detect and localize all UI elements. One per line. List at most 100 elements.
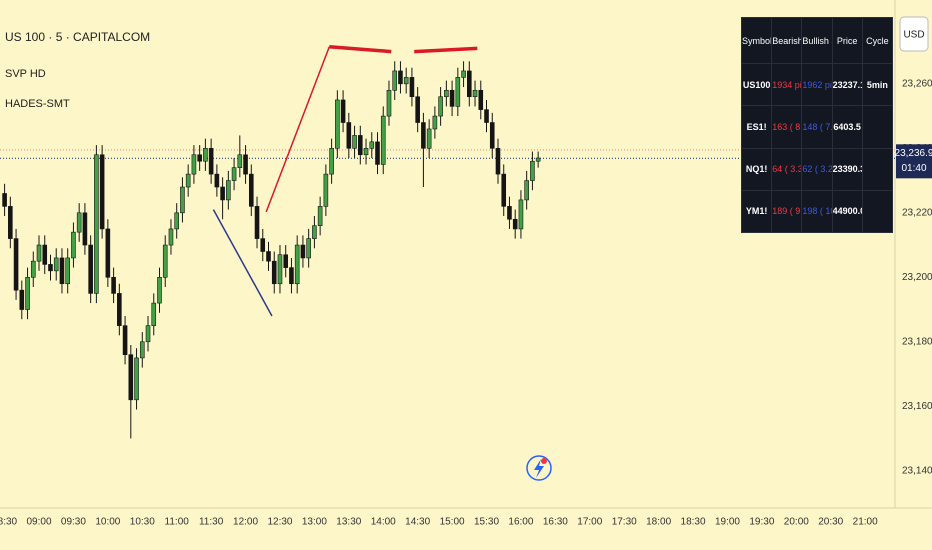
last-price-label: 23,236.9 bbox=[895, 148, 932, 159]
candle-body bbox=[467, 70, 472, 98]
candle-body bbox=[2, 193, 7, 207]
candle-body bbox=[25, 276, 30, 310]
candle-body bbox=[226, 180, 231, 201]
header-cell: Bullish SMT bbox=[801, 16, 833, 65]
candle-body bbox=[421, 122, 426, 149]
candle-body bbox=[151, 302, 157, 326]
table-cell: 148 ( 7.5%) bbox=[801, 105, 833, 149]
indicator-label: HADES-SMT bbox=[5, 98, 70, 110]
candle-body bbox=[122, 325, 128, 355]
replay-icon[interactable] bbox=[526, 455, 552, 481]
header-cell: Cycle bbox=[861, 16, 894, 65]
candle-body bbox=[535, 157, 541, 162]
candle-body bbox=[392, 70, 398, 91]
x-tick-label: 11:00 bbox=[165, 517, 190, 528]
candle-body bbox=[495, 148, 501, 175]
candle-body bbox=[111, 276, 116, 294]
x-tick-label: 09:00 bbox=[26, 517, 51, 528]
candle-body bbox=[30, 260, 36, 278]
candle-body bbox=[134, 357, 139, 401]
x-tick-label: 19:00 bbox=[715, 517, 740, 528]
table-cell: 62 ( 3.2%) bbox=[801, 147, 833, 191]
table-cell bbox=[861, 189, 894, 234]
table-cell: NQ1! bbox=[740, 147, 773, 191]
candle-body bbox=[8, 206, 13, 239]
smt-line bbox=[329, 45, 392, 54]
x-tick-label: 20:00 bbox=[784, 517, 809, 528]
icon-ring[interactable] bbox=[526, 455, 552, 481]
currency-label[interactable]: USD bbox=[903, 30, 924, 41]
candle-body bbox=[180, 186, 185, 214]
x-tick-label: 12:00 bbox=[233, 517, 258, 528]
candle-body bbox=[59, 257, 65, 285]
x-tick-label: 20:30 bbox=[818, 517, 843, 528]
x-tick-label: 19:30 bbox=[749, 517, 774, 528]
table-cell: 198 ( 10.1%) bbox=[801, 189, 833, 234]
candle-body bbox=[426, 128, 432, 149]
candle-body bbox=[403, 77, 409, 85]
candle-body bbox=[105, 228, 111, 278]
icon-dot[interactable] bbox=[541, 458, 547, 464]
table-cell: 1962 pivots bbox=[801, 63, 833, 107]
y-tick-label: 23,140.0 bbox=[902, 465, 932, 476]
x-tick-label: 10:00 bbox=[95, 517, 120, 528]
chart-title: US 100 · 5 · CAPITALCOM bbox=[5, 30, 150, 44]
x-tick-label: 21:00 bbox=[853, 517, 878, 528]
y-tick-label: 23,160.0 bbox=[902, 401, 932, 412]
y-tick-label: 23,200.0 bbox=[902, 272, 932, 283]
icon-bolt[interactable] bbox=[534, 459, 544, 478]
candle-body bbox=[203, 148, 208, 162]
candle-body bbox=[36, 244, 42, 262]
candle-body bbox=[82, 212, 88, 246]
candle-body bbox=[340, 99, 346, 123]
header-cell: Price bbox=[831, 16, 863, 65]
candle-body bbox=[507, 206, 512, 220]
candle-body bbox=[231, 167, 237, 181]
table-cell: 64 ( 3.3%) bbox=[771, 147, 803, 191]
candle-body bbox=[128, 354, 134, 401]
candle-body bbox=[518, 199, 524, 230]
candle-body bbox=[162, 244, 168, 278]
candle-body bbox=[489, 122, 495, 149]
candle-body bbox=[19, 289, 25, 310]
candle-body bbox=[220, 186, 225, 201]
table-cell bbox=[861, 147, 894, 191]
table-cell: ES1! bbox=[740, 105, 773, 149]
last-price-box bbox=[896, 144, 932, 179]
candle-body bbox=[260, 238, 266, 252]
candle-body bbox=[369, 141, 375, 149]
candle-body bbox=[277, 254, 283, 285]
x-tick-label: 10:30 bbox=[130, 517, 155, 528]
table-row: NQ1!64 ( 3.3%)62 ( 3.2%)23390.3 bbox=[740, 147, 894, 191]
candle-body bbox=[484, 109, 489, 123]
candle-body bbox=[71, 231, 76, 259]
x-tick-label: 13:00 bbox=[302, 517, 327, 528]
candle-body bbox=[524, 180, 529, 201]
candle-body bbox=[157, 276, 162, 304]
candle-body bbox=[352, 135, 357, 149]
currency-button[interactable] bbox=[899, 16, 929, 52]
y-tick-label: 23,260.0 bbox=[902, 78, 932, 89]
candle-body bbox=[444, 89, 449, 98]
candle-body bbox=[168, 228, 174, 246]
table-row: ES1!163 ( 8.4%)148 ( 7.5%)6403.5 bbox=[740, 105, 894, 149]
x-tick-label: 17:30 bbox=[612, 517, 637, 528]
candle-body bbox=[512, 218, 518, 230]
table-cell: 189 ( 9.8%) bbox=[771, 189, 803, 234]
candle-body bbox=[432, 115, 438, 130]
candle-body bbox=[461, 70, 466, 78]
x-tick-label: 14:00 bbox=[371, 517, 396, 528]
candle-body bbox=[478, 89, 484, 110]
x-tick-label: 14:30 bbox=[405, 517, 430, 528]
candle-body bbox=[472, 89, 478, 98]
candle-body bbox=[317, 206, 323, 227]
candle-body bbox=[449, 89, 455, 107]
candle-body bbox=[266, 251, 271, 262]
candle-body bbox=[65, 257, 70, 285]
candle-body bbox=[409, 77, 415, 98]
smt-line bbox=[414, 46, 478, 54]
header-cell: Bearish SMT bbox=[771, 16, 803, 65]
